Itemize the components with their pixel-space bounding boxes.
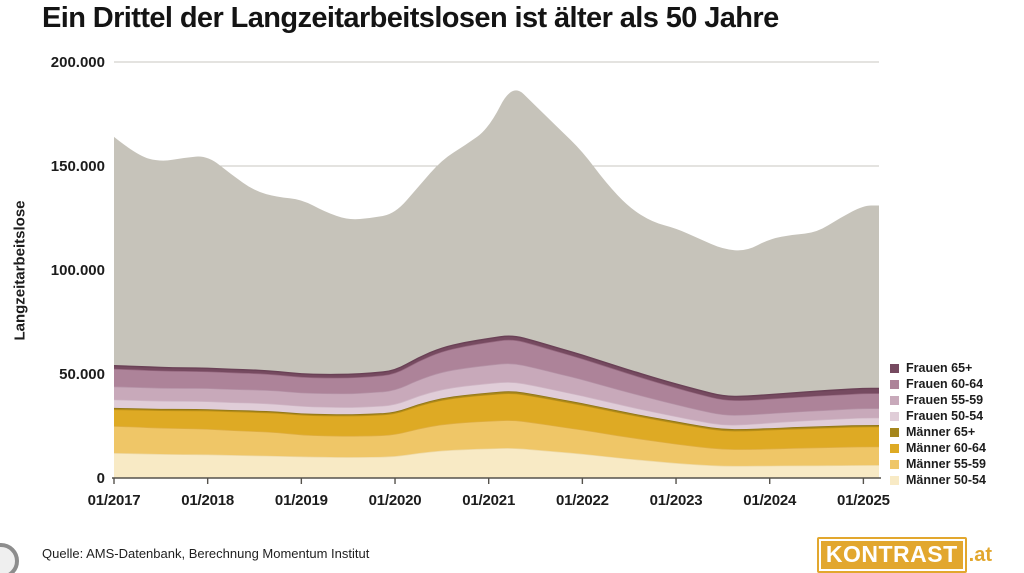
legend-item: Frauen 60-64 (890, 378, 1022, 391)
legend-label: Männer 55-59 (906, 457, 986, 471)
y-tick-label: 200.000 (51, 54, 105, 71)
cropped-circle-decoration (0, 543, 19, 573)
legend-swatch (890, 460, 899, 469)
y-tick-label: 50.000 (59, 366, 105, 383)
legend-label: Männer 50-54 (906, 473, 986, 487)
logo-suffix: .at (968, 543, 992, 566)
page-title: Ein Drittel der Langzeitarbeitslosen ist… (42, 2, 779, 34)
legend-swatch (890, 428, 899, 437)
band-area-frauen-65- (114, 336, 879, 401)
logo-box: KONTRAST (816, 537, 967, 573)
y-tick-label: 150.000 (51, 158, 105, 175)
legend-swatch (890, 476, 899, 485)
legend-label: Frauen 50-54 (906, 409, 984, 423)
band-area-m-nner-60-64 (114, 393, 879, 450)
x-tick-label: 01/2021 (462, 492, 515, 509)
chart-legend: Frauen 65+ Frauen 60-64 Frauen 55-59 Frauen… (890, 362, 1022, 490)
legend-item: Männer 55-59 (890, 458, 1022, 471)
legend-swatch (890, 412, 899, 421)
legend-item: Männer 65+ (890, 426, 1022, 439)
x-tick-label: 01/2017 (88, 492, 141, 509)
legend-item: Frauen 55-59 (890, 394, 1022, 407)
x-tick-label: 01/2024 (743, 492, 797, 509)
x-tick-label: 01/2020 (369, 492, 422, 509)
band-area-m-nner-55-59 (114, 420, 879, 466)
legend-label: Frauen 55-59 (906, 393, 984, 407)
x-tick-label: 01/2019 (275, 492, 328, 509)
legend-swatch (890, 396, 899, 405)
band-area-frauen-55-59 (114, 363, 879, 425)
source-note: Quelle: AMS-Datenbank, Berechnung Moment… (42, 546, 370, 561)
kontrast-logo: KONTRAST .at (816, 537, 992, 573)
legend-label: Männer 60-64 (906, 441, 986, 455)
legend-swatch (890, 444, 899, 453)
x-tick-label: 01/2025 (837, 492, 890, 509)
legend-swatch (890, 380, 899, 389)
band-area-frauen-50-54 (114, 381, 879, 430)
x-tick-label: 01/2018 (181, 492, 234, 509)
legend-item: Männer 50-54 (890, 474, 1022, 487)
legend-swatch (890, 364, 899, 373)
legend-item: Frauen 65+ (890, 362, 1022, 375)
x-tick-label: 01/2022 (556, 492, 609, 509)
band-area-frauen-60-64 (114, 339, 879, 415)
y-tick-label: 100.000 (51, 262, 105, 279)
legend-item: Männer 60-64 (890, 442, 1022, 455)
band-edge (113, 335, 879, 398)
y-tick-label: 0 (97, 470, 105, 487)
legend-item: Frauen 50-54 (890, 410, 1022, 423)
legend-label: Männer 65+ (906, 425, 976, 439)
legend-label: Frauen 60-64 (906, 377, 984, 391)
band-area-m-nner-50-54 (114, 448, 879, 478)
legend-label: Frauen 65+ (906, 361, 973, 375)
x-tick-label: 01/2023 (650, 492, 703, 509)
